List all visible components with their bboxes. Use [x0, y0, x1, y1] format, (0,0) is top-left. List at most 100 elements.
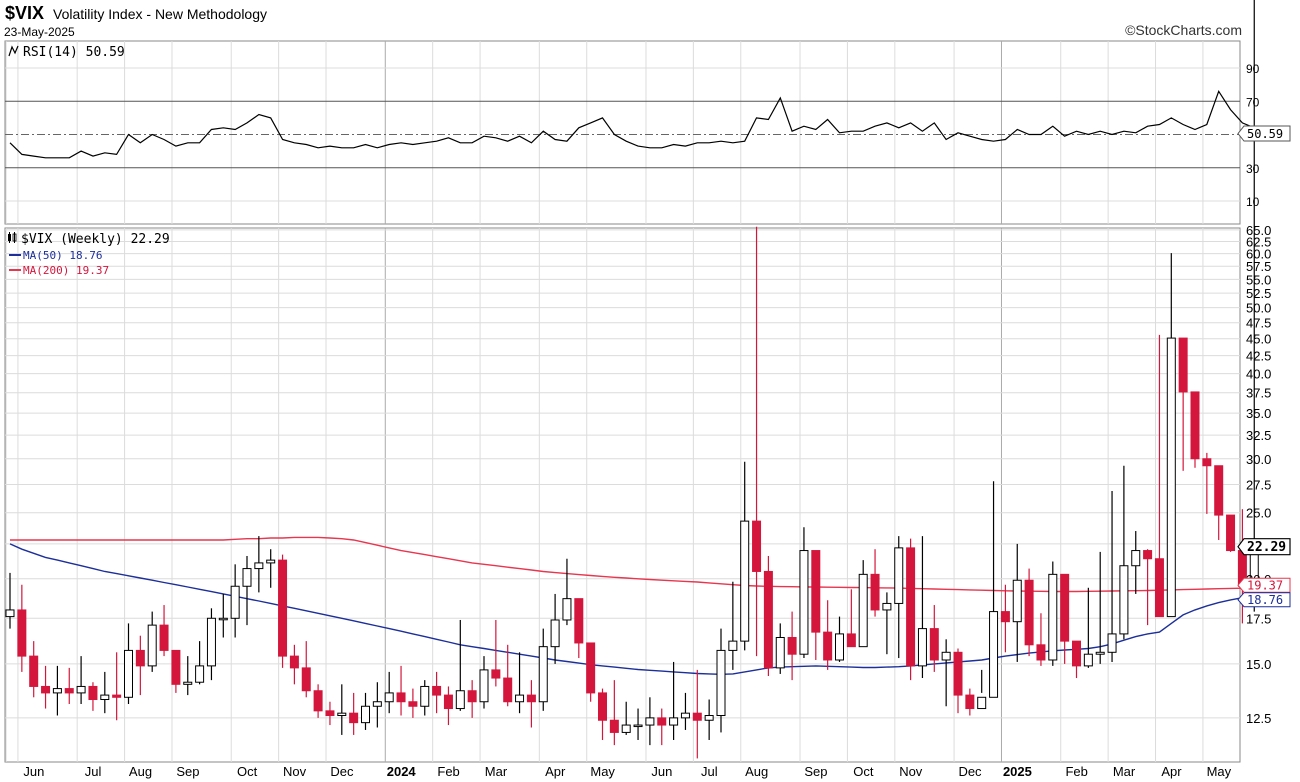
candle [76, 656, 86, 704]
price-grid [5, 229, 1240, 719]
candle-body [432, 685, 442, 696]
x-tick-label: Jul [701, 764, 718, 779]
x-tick-label: Sep [176, 764, 199, 779]
price-flag-text: 22.29 [1247, 540, 1286, 555]
candle [1202, 452, 1212, 514]
ma50-flag-text: 18.76 [1247, 593, 1283, 607]
rsi-flag: 50.59 [1237, 125, 1291, 142]
candle-body [621, 724, 631, 733]
candle [858, 560, 868, 648]
ma50-line [9, 543, 1243, 676]
candle [740, 461, 750, 651]
candle-body [278, 559, 288, 657]
candle-body [1190, 391, 1200, 460]
candle [1036, 613, 1046, 666]
candle [349, 692, 359, 735]
price-tick-label: 47.5 [1246, 316, 1271, 331]
candle [491, 619, 501, 687]
candle [1143, 549, 1153, 626]
price-tick-label: 30.0 [1246, 452, 1271, 467]
candle [657, 708, 667, 746]
symbol-name: Volatility Index - New Methodology [53, 6, 267, 22]
x-tick-label: May [590, 764, 615, 779]
candle-body [598, 692, 607, 721]
candle-body [384, 692, 394, 703]
price-tick-label: 12.5 [1246, 711, 1271, 726]
candle [680, 692, 690, 730]
candle [254, 536, 264, 593]
x-tick-label: Nov [899, 764, 923, 779]
candle [941, 639, 951, 707]
candle-body [396, 692, 406, 703]
candle [716, 628, 726, 733]
rsi-line-group [9, 89, 1291, 159]
price-legend: $VIX (Weekly) 22.29 MA(50) 18.76 MA(200)… [8, 232, 170, 277]
candle-body [692, 712, 702, 721]
x-tick-label: Oct [853, 764, 874, 779]
candle [989, 481, 999, 698]
candle-body [633, 724, 643, 728]
candle [135, 635, 145, 696]
price-tick-label: 42.5 [1246, 349, 1271, 364]
candle-body [1036, 644, 1046, 661]
candle [112, 652, 122, 721]
candle [609, 680, 619, 746]
candle [147, 611, 157, 672]
candle [64, 667, 74, 704]
candle-body [1072, 640, 1081, 667]
candle-body [977, 696, 987, 710]
x-tick-label: Mar [1113, 764, 1136, 779]
candle-body [894, 547, 904, 604]
candle-body [112, 694, 122, 698]
candle-body [906, 547, 916, 667]
candle [230, 564, 240, 638]
candle [692, 669, 702, 759]
candle-body [1143, 550, 1153, 560]
candle-body [325, 710, 335, 717]
candle [266, 549, 276, 588]
candle [894, 536, 904, 659]
candle [704, 699, 714, 740]
candle [1000, 584, 1010, 653]
candle-body [1107, 633, 1117, 653]
candle-body [491, 669, 501, 679]
candle [870, 549, 880, 617]
candle [242, 555, 252, 626]
candle-body [704, 715, 714, 721]
candle [183, 656, 193, 696]
candle-body [467, 690, 477, 703]
candle [799, 527, 809, 659]
brand-watermark: ©StockCharts.com [1125, 22, 1242, 38]
candle [313, 684, 323, 718]
candle-body [752, 520, 762, 572]
candle-body [88, 685, 98, 701]
candle-body [5, 609, 15, 618]
price-tick-label: 27.5 [1246, 478, 1271, 493]
candle [384, 671, 394, 714]
rsi-legend: RSI(14) 50.59 [8, 45, 125, 60]
x-tick-label: Apr [545, 764, 566, 779]
candle [396, 665, 406, 716]
price-panel-frame [4, 227, 1241, 763]
candle [1083, 587, 1093, 668]
rsi-tick-label: 10 [1246, 195, 1260, 209]
candle-body [337, 712, 347, 717]
candle [598, 688, 607, 740]
candle [1024, 568, 1034, 657]
candle-body [420, 685, 430, 707]
candle-body [361, 705, 370, 724]
candle-body [455, 690, 465, 710]
candle [846, 589, 856, 648]
candle-body [1214, 465, 1224, 516]
candle-body [301, 667, 311, 692]
candle-body [372, 701, 382, 707]
x-tick-label: Oct [237, 764, 258, 779]
candle [100, 671, 110, 714]
candle-body [1012, 579, 1022, 623]
candle [1060, 573, 1070, 664]
x-tick-label: Feb [1065, 764, 1087, 779]
candle-body [586, 642, 596, 694]
candle-body [515, 694, 525, 703]
candle [218, 593, 228, 638]
